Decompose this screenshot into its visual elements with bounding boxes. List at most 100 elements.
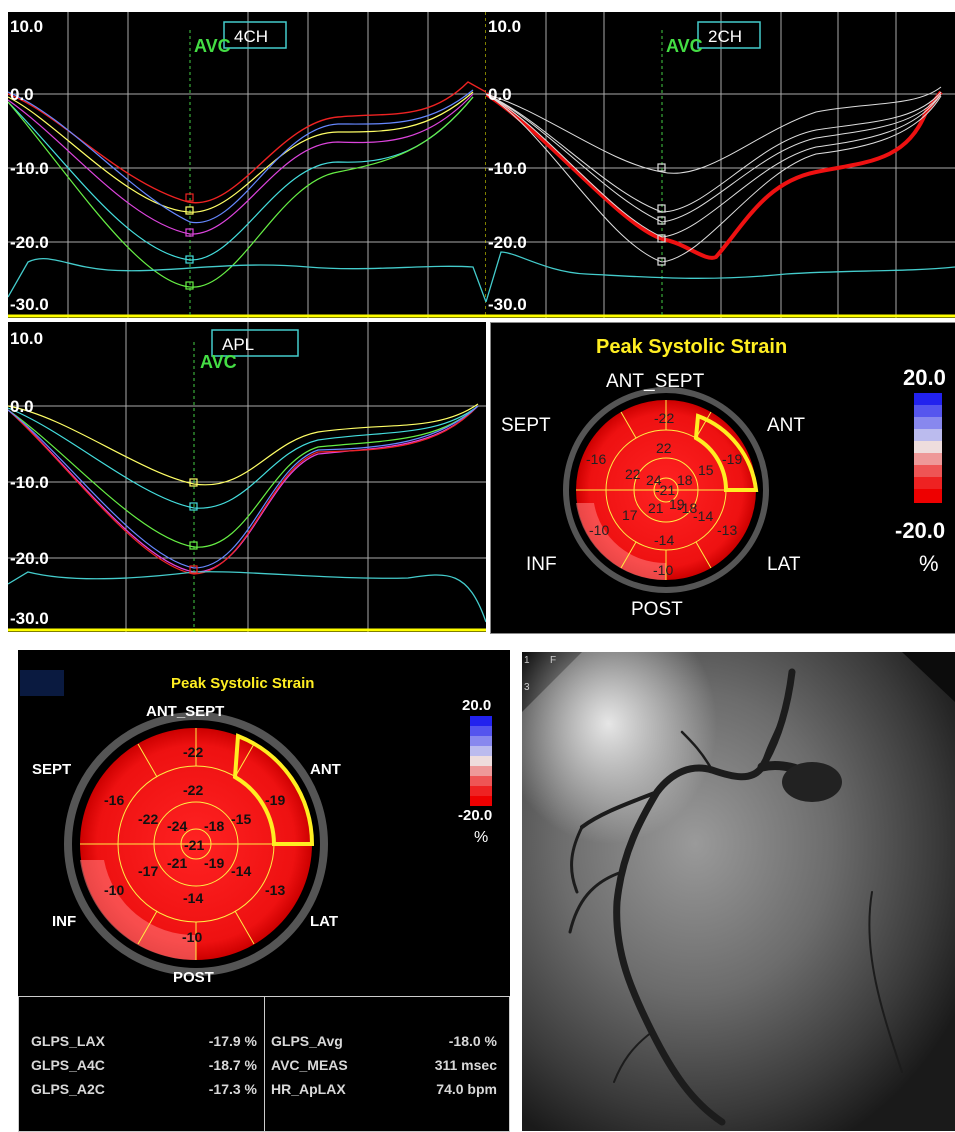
y-tick-aplax-m10: -10.0 xyxy=(10,473,49,492)
wall-ant-sept-top: ANT_SEPT xyxy=(606,371,705,392)
y-tick-2ch-0: 0.0 xyxy=(488,85,512,104)
seg-top-11: 17 xyxy=(622,507,638,523)
seg-mid-post: -14 xyxy=(183,890,203,906)
y-tick-aplax-0: 0.0 xyxy=(10,397,34,416)
color-scale-top xyxy=(914,393,942,503)
glps-row-avg: GLPS_Avg -18.0 % xyxy=(271,1033,497,1049)
wall-post-top: POST xyxy=(631,599,683,620)
seg-outer-sept: -16 xyxy=(104,792,124,808)
seg-top-17: 19 xyxy=(669,496,685,512)
wall-ant-top: ANT xyxy=(767,415,805,436)
scale-min-top: -20.0 xyxy=(895,518,945,543)
seg-top-18: -21 xyxy=(655,482,675,498)
glps-label-hr: HR_ApLAX xyxy=(271,1081,346,1097)
view-label-4ch: 4CH xyxy=(234,27,268,46)
y-tick-2ch-m10: -10.0 xyxy=(488,159,527,178)
y-tick-aplax-m20: -20.0 xyxy=(10,549,49,568)
y-tick-4ch-m20: -20.0 xyxy=(10,233,49,252)
angiogram-image: 1 F 3 xyxy=(522,652,955,1131)
y-tick-aplax-10: 10.0 xyxy=(10,329,43,348)
bullseye-panel-top: Peak Systolic Strain -22 -19 -13 -10 -10… xyxy=(490,322,955,634)
bullseye-bottom-values: -22 -19 -13 -10 -10 -16 -22 -15 -14 -14 … xyxy=(104,744,285,945)
color-scale-bottom xyxy=(470,716,492,806)
glps-label-avg: GLPS_Avg xyxy=(271,1033,343,1049)
avc-label-aplax: AVC xyxy=(200,352,237,372)
glps-row-lax: GLPS_LAX -17.9 % xyxy=(31,1033,257,1049)
wall-post-bottom: POST xyxy=(173,969,214,986)
glps-value-avc: 311 msec xyxy=(434,1057,497,1073)
scale-unit-bottom: % xyxy=(474,829,488,846)
y-tick-2ch-10: 10.0 xyxy=(488,17,521,36)
view-label-aplax: APL xyxy=(222,335,254,354)
angio-corner-3: 3 xyxy=(524,682,530,693)
angio-corner-f: F xyxy=(550,655,556,666)
y-tick-2ch-m30: -30.0 xyxy=(488,295,527,314)
bullseye-bottom-title: Peak Systolic Strain xyxy=(171,675,314,692)
glps-value-hr: 74.0 bpm xyxy=(436,1081,497,1097)
y-tick-2ch-m20: -20.0 xyxy=(488,233,527,252)
glps-value-a4c: -18.7 % xyxy=(208,1057,257,1073)
glps-label-a4c: GLPS_A4C xyxy=(31,1057,105,1073)
view-label-2ch: 2CH xyxy=(708,27,742,46)
wall-sept-bottom: SEPT xyxy=(32,761,71,778)
seg-outer-lat: -13 xyxy=(265,882,285,898)
y-tick-4ch-10: 10.0 xyxy=(10,17,43,36)
strain-panel-2ch: 10.0 0.0 -10.0 -20.0 -30.0 2CH AVC xyxy=(486,12,955,318)
glps-value-lax: -17.9 % xyxy=(208,1033,257,1049)
glps-value-avg: -18.0 % xyxy=(448,1033,497,1049)
seg-top-10: -14 xyxy=(654,532,674,548)
seg-mid-inf: -17 xyxy=(138,863,158,879)
seg-top-9: -14 xyxy=(693,508,713,524)
avc-label-4ch: AVC xyxy=(194,36,231,56)
seg-top-8: 15 xyxy=(698,462,714,478)
seg-outer-ant-sept: -22 xyxy=(183,744,203,760)
wall-ant-bottom: ANT xyxy=(310,761,341,778)
seg-top-4: -10 xyxy=(653,562,673,578)
seg-top-6: -16 xyxy=(586,451,606,467)
glps-table: GLPS_LAX -17.9 % GLPS_A4C -18.7 % GLPS_A… xyxy=(18,996,510,1132)
wall-lat-top: LAT xyxy=(767,554,801,575)
glps-row-avc: AVC_MEAS 311 msec xyxy=(271,1057,497,1073)
seg-top-2: -19 xyxy=(722,451,742,467)
seg-top-16: 21 xyxy=(648,500,664,516)
wall-inf-top: INF xyxy=(526,554,557,575)
glps-label-avc: AVC_MEAS xyxy=(271,1057,348,1073)
y-tick-4ch-m10: -10.0 xyxy=(10,159,49,178)
y-tick-4ch-m30: -30.0 xyxy=(10,295,49,314)
scale-unit-top: % xyxy=(919,551,939,576)
strain-chart-aplax: 10.0 0.0 -10.0 -20.0 -30.0 APL AVC xyxy=(8,322,486,632)
angio-corner-1: 1 xyxy=(524,655,530,666)
seg-top-12: 22 xyxy=(625,466,641,482)
grid xyxy=(8,12,486,318)
strain-panel-4ch: 10.0 0.0 -10.0 -20.0 -30.0 4CH AVC xyxy=(8,12,486,318)
seg-mid-sept: -22 xyxy=(138,811,158,827)
seg-outer-inf: -10 xyxy=(104,882,124,898)
seg-apex-lat: -19 xyxy=(204,855,224,871)
avc-label-2ch: AVC xyxy=(666,36,703,56)
bullseye-panel-bottom: 6 Peak Systolic Strain -22 -19 -13 -10 -… xyxy=(18,650,510,996)
strain-chart-2ch: 10.0 0.0 -10.0 -20.0 -30.0 2CH AVC xyxy=(486,12,955,318)
glps-label-a2c: GLPS_A2C xyxy=(31,1081,105,1097)
seg-outer-post: -10 xyxy=(182,929,202,945)
glps-row-a2c: GLPS_A2C -17.3 % xyxy=(31,1081,257,1097)
strain-chart-4ch: 10.0 0.0 -10.0 -20.0 -30.0 4CH AVC xyxy=(8,12,486,318)
y-tick-4ch-0: 0.0 xyxy=(10,85,34,104)
bullseye-top-title: Peak Systolic Strain xyxy=(596,336,787,358)
y-tick-aplax-m30: -30.0 xyxy=(10,609,49,628)
scale-min-bottom: -20.0 xyxy=(458,807,492,824)
bullseye-top-values: -22 -19 -13 -10 -10 -16 22 15 -14 -14 17… xyxy=(586,410,742,578)
seg-top-15: -18 xyxy=(677,500,697,516)
wall-sept-top: SEPT xyxy=(501,415,551,436)
corner-marker xyxy=(20,670,64,696)
seg-mid-ant: -15 xyxy=(231,811,251,827)
seg-mid-lat: -14 xyxy=(231,863,251,879)
seg-apex-ant-sept: -24 xyxy=(167,818,187,834)
scale-max-bottom: 20.0 xyxy=(462,697,491,714)
wall-lat-bottom: LAT xyxy=(310,913,338,930)
scale-max-top: 20.0 xyxy=(903,365,946,390)
glps-value-a2c: -17.3 % xyxy=(208,1081,257,1097)
seg-outer-ant: -19 xyxy=(265,792,285,808)
wall-ant-sept-bottom: ANT_SEPT xyxy=(146,703,224,720)
seg-top-3: -13 xyxy=(717,522,737,538)
glps-table-divider xyxy=(264,997,265,1131)
